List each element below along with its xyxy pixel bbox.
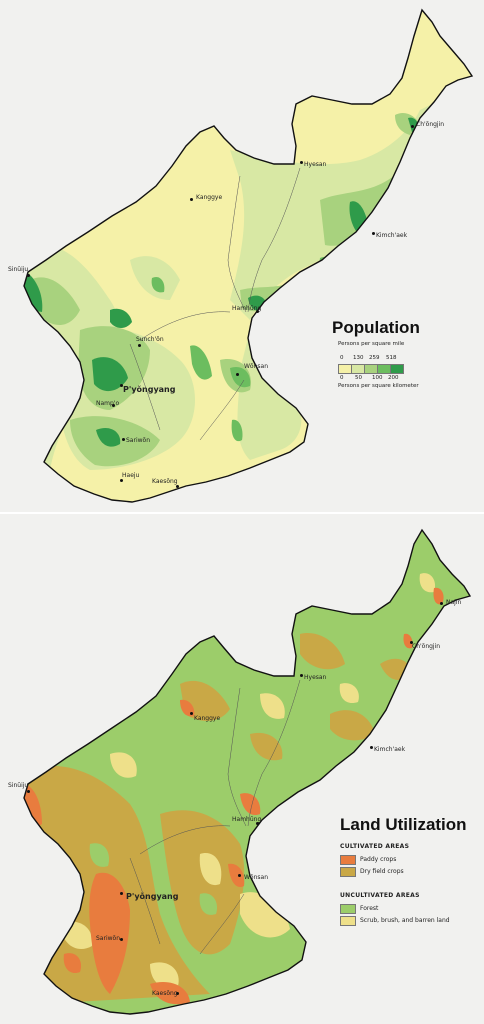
city-label-kimchaek: Kimch'aek [376, 232, 408, 239]
city-label-wonsan: Wŏnsan [244, 363, 269, 370]
city-label-kanggye: Kanggye [196, 194, 223, 201]
land-utilization-map-svg [23, 529, 471, 1015]
population-title: Population [332, 318, 420, 337]
hamhung-dot-land [256, 822, 259, 825]
city-label-najin: Najin [446, 599, 462, 606]
kaesong-dot-land [176, 992, 179, 995]
hyesan-dot [300, 161, 303, 164]
legend-mile-tick-1: 130 [353, 355, 364, 361]
cultivated-areas-header: CULTIVATED AREAS [340, 843, 410, 850]
nampo-dot [112, 404, 115, 407]
city-label-sariwon-land: Sariwŏn [96, 935, 120, 942]
city-label-haeju: Haeju [122, 472, 140, 479]
legend-mile-tick-2: 259 [369, 355, 380, 361]
hyesan-dot-land [300, 674, 303, 677]
city-label-sariwon: Sariwŏn [126, 437, 150, 444]
najin-dot [440, 602, 443, 605]
sinuiju-dot [27, 274, 30, 277]
sunchon-dot [138, 344, 141, 347]
legend-swatch-1 [351, 364, 365, 374]
legend-km-tick-3: 200 [388, 375, 399, 381]
pyongyang-dot [120, 384, 123, 387]
kanggye-dot-land [190, 712, 193, 715]
wonsan-dot [236, 373, 239, 376]
kimchaek-dot-land [370, 746, 373, 749]
land-use-layer [24, 573, 444, 1005]
city-label-pyongyang-land: P'yŏngyang [126, 892, 179, 901]
sariwon-dot-land [120, 938, 123, 941]
city-label-hamhung: Hamhŭng [232, 305, 262, 312]
haeju-dot [120, 479, 123, 482]
hamhung-dot [256, 310, 259, 313]
legend-km-tick-0: 0 [340, 375, 344, 381]
land-utilization-map-panel: Najin Ch'ŏngjin Hyesan Kanggye Kimch'aek… [0, 514, 484, 1024]
land-province-boundaries [129, 679, 301, 955]
sariwon-dot [122, 438, 125, 441]
city-label-sinuiju: Sinŭiju [8, 266, 29, 273]
legend-mile-tick-3: 518 [386, 355, 397, 361]
legend-km-tick-1: 50 [355, 375, 362, 381]
legend-label-dry-field: Dry field crops [360, 868, 404, 875]
wonsan-dot-land [238, 874, 241, 877]
legend-swatch-forest [340, 904, 356, 914]
legend-label-scrub: Scrub, brush, and barren land [360, 917, 450, 924]
legend-caption-mile: Persons per square mile [338, 341, 405, 347]
legend-swatch-3 [377, 364, 391, 374]
city-label-chongjin: Ch'ŏngjin [416, 121, 445, 128]
legend-swatch-0 [338, 364, 352, 374]
city-label-chongjin-land: Ch'ŏngjin [412, 643, 441, 650]
legend-caption-km: Persons per square kilometer [338, 383, 419, 389]
city-label-hyesan: Hyesan [304, 161, 327, 168]
uncultivated-areas-header: UNCULTIVATED AREAS [340, 892, 420, 899]
legend-mile-tick-0: 0 [340, 355, 344, 361]
population-map-panel: Ch'ŏngjin Hyesan Kanggye Kimch'aek Sinŭi… [8, 9, 473, 503]
panel-divider [0, 512, 484, 514]
legend-swatch-scrub [340, 916, 356, 926]
city-label-kimchaek-land: Kimch'aek [374, 746, 406, 753]
legend-label-paddy: Paddy crops [360, 856, 397, 863]
city-label-wonsan-land: Wŏnsan [244, 874, 269, 881]
kanggye-dot [190, 198, 193, 201]
population-map-svg [23, 9, 473, 503]
sinuiju-dot-land [27, 790, 30, 793]
city-label-hamhung-land: Hamhŭng [232, 816, 262, 823]
population-province-boundaries [129, 167, 301, 441]
legend-swatch-2 [364, 364, 378, 374]
city-label-kaesong-land: Kaesŏng [152, 990, 178, 997]
city-label-sinuiju-land: Sinŭiju [8, 782, 29, 789]
legend-swatch-dry-field [340, 867, 356, 877]
chongjin-dot [411, 125, 414, 128]
city-label-hyesan-land: Hyesan [304, 674, 327, 681]
city-label-kanggye-land: Kanggye [194, 715, 221, 722]
city-label-sunchon: Sunch'ŏn [136, 336, 164, 343]
legend-swatch-paddy [340, 855, 356, 865]
kimchaek-dot [372, 232, 375, 235]
city-label-nampo: Namp'o [96, 400, 120, 407]
chongjin-dot-land [410, 641, 413, 644]
pyongyang-dot-land [120, 892, 123, 895]
legend-km-tick-2: 100 [372, 375, 383, 381]
kaesong-dot [176, 485, 179, 488]
legend-swatch-4 [390, 364, 404, 374]
city-label-pyongyang: P'yŏngyang [123, 385, 176, 394]
land-utilization-title: Land Utilization [340, 815, 467, 834]
legend-label-forest: Forest [360, 905, 379, 912]
city-label-kaesong: Kaesŏng [152, 478, 178, 485]
